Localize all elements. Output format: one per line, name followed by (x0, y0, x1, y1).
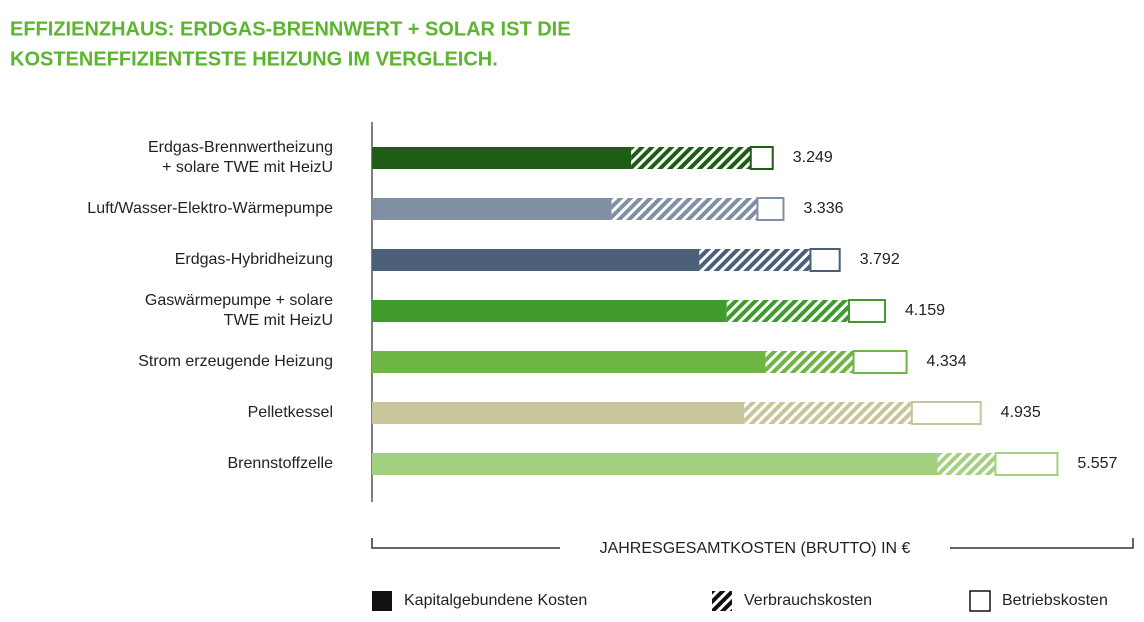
bar-segment (372, 402, 745, 424)
hatch (631, 147, 751, 169)
y-tick-label: TWE mit HeizU (224, 312, 333, 329)
y-tick-label: Erdgas-Hybridheizung (175, 251, 333, 268)
legend-label: Betriebskosten (1002, 592, 1108, 609)
legend-swatch (372, 591, 392, 611)
bar-segment (372, 300, 727, 322)
bar-segment (994, 452, 1059, 476)
y-tick-label: Pelletkessel (248, 404, 333, 421)
y-tick-label: Luft/Wasser-Elektro-Wärmepumpe (87, 200, 333, 217)
total-label: 5.557 (1077, 455, 1117, 472)
bar-segment (372, 351, 766, 373)
bar-segment (847, 299, 886, 323)
hatch (765, 351, 854, 373)
legend-swatch (969, 590, 991, 612)
hatch (611, 198, 758, 220)
chart-title: KOSTENEFFIZIENTESTE HEIZUNG IM VERGLEICH… (10, 48, 498, 70)
total-label: 3.336 (803, 200, 843, 217)
y-tick-label: + solare TWE mit HeizU (162, 159, 333, 176)
hatch (726, 300, 849, 322)
y-tick-label: Gaswärmepumpe + solare (145, 292, 333, 309)
y-tick-label: Erdgas-Brennwertheizung (148, 139, 333, 156)
bar-segment (852, 350, 908, 374)
hatch (937, 453, 996, 475)
legend-label: Kapitalgebundene Kosten (404, 592, 587, 609)
y-tick-label: Brennstoffzelle (227, 455, 333, 472)
bar-segment (749, 146, 774, 170)
total-label: 4.334 (927, 353, 967, 370)
total-label: 3.249 (793, 149, 833, 166)
legend-label: Verbrauchskosten (744, 592, 872, 609)
bar-segment (756, 197, 785, 221)
bar-segment (372, 147, 632, 169)
y-tick-label: Strom erzeugende Heizung (138, 353, 333, 370)
bar-segment (372, 249, 700, 271)
hatch (744, 402, 912, 424)
bar-segment (910, 401, 982, 425)
axis-bracket (371, 538, 1134, 549)
x-axis-label: JAHRESGESAMTKOSTEN (BRUTTO) IN € (600, 540, 911, 557)
chart-title: EFFIZIENZHAUS: ERDGAS-BRENNWERT + SOLAR … (10, 18, 571, 40)
hatch (699, 249, 811, 271)
bar-segment (372, 198, 612, 220)
bar-segment (372, 453, 938, 475)
bar-segment (809, 248, 841, 272)
total-label: 3.792 (860, 251, 900, 268)
total-label: 4.159 (905, 302, 945, 319)
total-label: 4.935 (1001, 404, 1041, 421)
legend-swatch (712, 591, 732, 611)
